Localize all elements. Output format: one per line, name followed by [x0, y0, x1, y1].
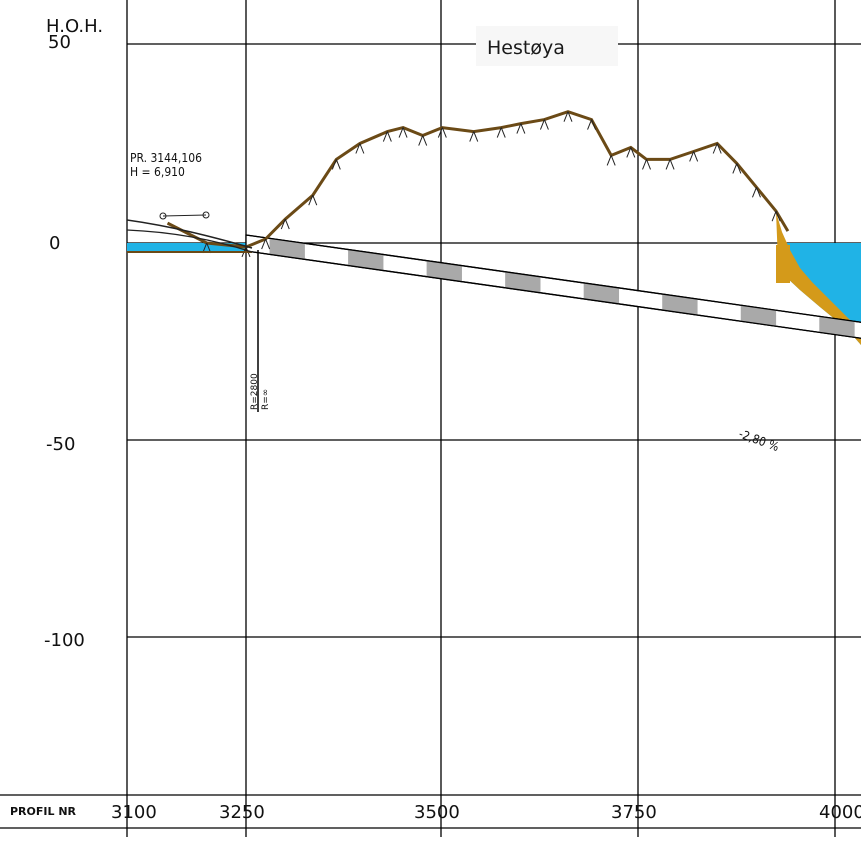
- road-line-left-2: [126, 229, 253, 253]
- terrain-tick: [284, 218, 290, 230]
- tunnel-segment: [819, 316, 855, 338]
- terrain-tick: [500, 127, 506, 138]
- fill-right-block: [776, 245, 790, 283]
- x-tick-label-3500: 3500: [414, 802, 460, 823]
- x-tick-label-4000: 4000: [819, 802, 861, 823]
- terrain-tick: [422, 135, 428, 146]
- title-box: [476, 26, 618, 66]
- tunnel-segment: [662, 294, 698, 316]
- tunnel-segment: [348, 249, 384, 271]
- terrain-tick: [736, 163, 742, 174]
- terrain-tick: [626, 147, 632, 158]
- tunnel-segment: [583, 282, 620, 304]
- profile-label: PROFIL NR: [10, 805, 77, 818]
- terrain-line: [166, 110, 790, 249]
- y-tick-label-50: 50: [48, 32, 71, 53]
- x-tick-label-3750: 3750: [611, 802, 657, 823]
- terrain-tick: [732, 163, 738, 174]
- start-point-leader: [162, 214, 207, 217]
- y-tick-label-0: 0: [49, 233, 60, 254]
- terrain-tick: [606, 155, 612, 166]
- terrain-tick: [775, 210, 781, 222]
- curve-label-r2: R=∞: [261, 389, 271, 410]
- terrain-tick: [539, 119, 545, 130]
- terrain-tick: [280, 218, 286, 230]
- terrain-tick: [398, 127, 404, 138]
- tunnel-segment: [505, 271, 541, 293]
- terrain-tick: [496, 127, 502, 138]
- terrain-tick: [591, 119, 597, 130]
- terrain-tick: [689, 151, 695, 162]
- terrain-tick: [382, 131, 388, 142]
- terrain-tick: [669, 159, 675, 170]
- terrain-tick: [610, 155, 616, 166]
- terrain-tick: [359, 143, 365, 154]
- x-tick-label-3250: 3250: [219, 802, 265, 823]
- y-tick-label-minus100: -100: [44, 630, 85, 651]
- tunnel-band: [245, 234, 861, 339]
- road-line-left: [126, 219, 253, 249]
- curve-label-r1: R=2800: [250, 373, 260, 410]
- terrain-tick: [312, 195, 318, 206]
- terrain-tick: [567, 111, 573, 122]
- terrain-tick: [265, 238, 271, 250]
- tunnel-segment: [740, 305, 777, 327]
- terrain-tick: [516, 123, 522, 134]
- terrain-tick: [418, 135, 424, 146]
- terrain-tick: [771, 210, 777, 222]
- tunnel-edge: [245, 250, 861, 339]
- terrain-tick: [331, 159, 337, 170]
- terrain-tick: [261, 238, 267, 250]
- terrain-tick: [642, 159, 647, 170]
- y-tick-label-minus50: -50: [46, 434, 75, 455]
- terrain-tick: [563, 111, 569, 122]
- tunnel-edge: [245, 234, 861, 323]
- y-axis-label: H.O.H.: [46, 16, 103, 37]
- terrain-tick: [520, 123, 526, 134]
- terrain-tick: [693, 151, 699, 162]
- terrain-tick: [752, 187, 757, 198]
- fill-right: [776, 212, 861, 345]
- terrain-tick: [665, 159, 671, 170]
- terrain-tick: [587, 119, 593, 130]
- terrain-tick: [473, 131, 479, 142]
- terrain-ticks: [202, 111, 781, 258]
- terrain-tick: [437, 127, 443, 138]
- terrain-tick: [386, 131, 392, 142]
- point-label-line1: PR. 3144,106: [130, 151, 202, 165]
- terrain-tick: [712, 143, 718, 154]
- x-tick-label-3100: 3100: [111, 802, 157, 823]
- water-left: [127, 243, 252, 252]
- terrain-tick: [646, 159, 651, 170]
- terrain-tick: [308, 195, 314, 206]
- point-label-line2: H = 6,910: [130, 165, 185, 179]
- gradient-label: -2,80 %: [737, 427, 781, 454]
- terrain-tick: [355, 143, 361, 154]
- tunnel-segment: [426, 260, 462, 282]
- chart-title: Hestøya: [487, 37, 565, 59]
- terrain-tick: [441, 127, 447, 138]
- terrain-tick: [543, 119, 549, 130]
- terrain-tick: [716, 143, 722, 154]
- tunnel-segment: [269, 238, 305, 260]
- terrain-tick: [402, 127, 408, 138]
- terrain-tick: [630, 147, 636, 158]
- terrain-tick: [335, 159, 341, 170]
- terrain-tick: [469, 131, 475, 142]
- terrain-tick: [756, 187, 761, 198]
